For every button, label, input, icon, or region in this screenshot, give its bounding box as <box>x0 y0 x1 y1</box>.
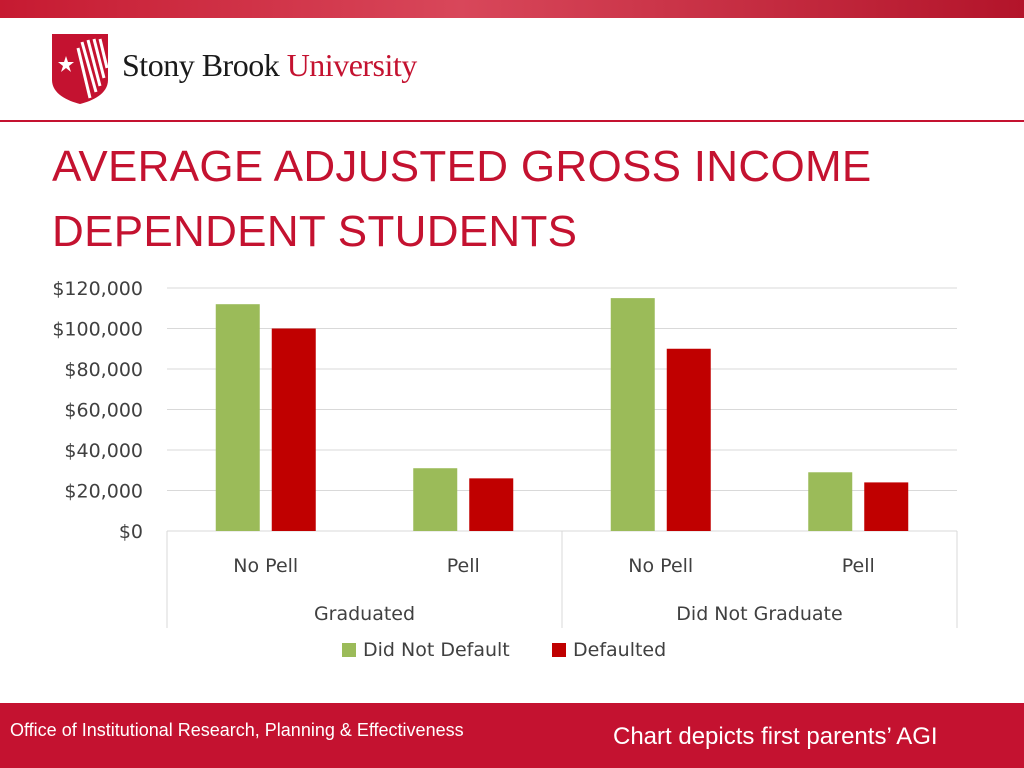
star-shield-icon <box>52 34 109 104</box>
y-tick-label: $120,000 <box>52 278 143 300</box>
bar-defaulted <box>864 482 909 531</box>
y-tick-label: $20,000 <box>64 481 143 503</box>
legend-swatch <box>552 643 566 657</box>
university-logo: Stony Brook University <box>52 34 472 104</box>
slide-title-line-1: AVERAGE ADJUSTED GROSS INCOME <box>52 142 872 191</box>
footer-chart-note: Chart depicts first parents’ AGI <box>613 723 938 750</box>
legend-label: Defaulted <box>573 639 666 661</box>
category-label: No Pell <box>628 555 693 577</box>
wordmark-stony-brook: Stony Brook <box>122 47 280 83</box>
bar-defaulted <box>469 478 514 531</box>
agi-bar-chart: $0 $20,000 $40,000 $60,000 $80,000 $100,000 $1… <box>52 278 958 661</box>
y-tick-label: $0 <box>119 521 143 543</box>
bar-did-not-default <box>413 468 458 531</box>
y-tick-label: $40,000 <box>64 440 143 462</box>
category-label: Pell <box>447 555 480 577</box>
group-label: Did Not Graduate <box>676 603 842 625</box>
legend-label: Did Not Default <box>363 639 510 661</box>
bar-did-not-default <box>808 472 853 531</box>
top-band <box>0 0 1024 18</box>
legend-swatch <box>342 643 356 657</box>
header-divider <box>0 120 1024 122</box>
wordmark-university: University <box>286 47 418 83</box>
slide-title-line-2: DEPENDENT STUDENTS <box>52 207 578 256</box>
footer-bar: Office of Institutional Research, Planni… <box>0 703 1024 768</box>
y-tick-label: $60,000 <box>64 400 143 422</box>
footer-office-name: Office of Institutional Research, Planni… <box>10 720 464 740</box>
bar-defaulted <box>666 348 711 531</box>
university-wordmark: Stony Brook University <box>122 47 417 84</box>
bar-did-not-default <box>215 304 260 531</box>
category-label: No Pell <box>233 555 298 577</box>
group-label: Graduated <box>314 603 415 625</box>
bar-defaulted <box>271 328 316 531</box>
category-label: Pell <box>842 555 875 577</box>
y-tick-label: $80,000 <box>64 359 143 381</box>
bar-did-not-default <box>610 298 655 531</box>
y-tick-label: $100,000 <box>52 319 143 341</box>
